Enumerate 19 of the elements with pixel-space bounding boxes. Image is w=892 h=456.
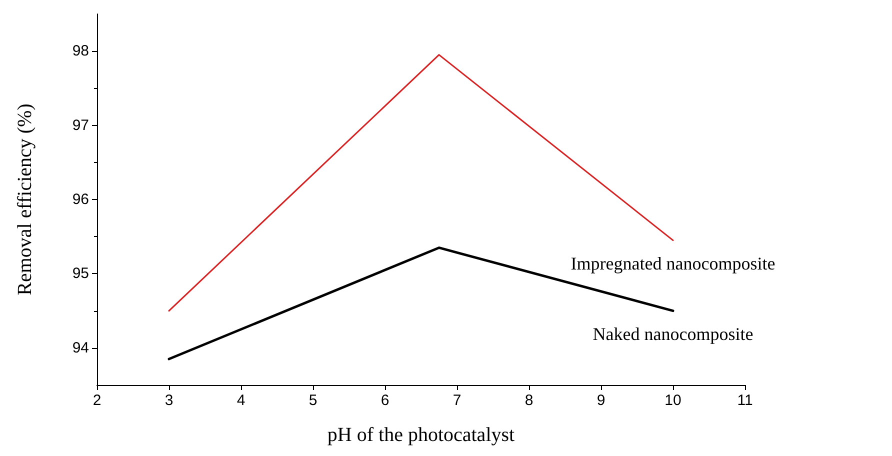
y-tick-label: 95: [72, 265, 89, 282]
x-tick-label: 2: [92, 392, 102, 409]
y-tick-label: 96: [72, 191, 89, 208]
y-tick-label: 97: [72, 116, 89, 134]
x-tick-label: 5: [308, 392, 318, 409]
x-tick-label: 3: [164, 392, 174, 409]
x-tick-label: 8: [524, 392, 534, 409]
x-tick-label: 4: [236, 392, 246, 409]
series-label: Naked nanocomposite: [592, 324, 754, 344]
x-tick-label: 7: [452, 392, 462, 409]
x-axis-title: pH of the photocatalyst: [327, 424, 516, 446]
series-label: Impregnated nanocomposite: [570, 253, 776, 274]
x-tick-label: 10: [664, 392, 682, 409]
x-tick-label: 11: [737, 392, 753, 409]
y-tick-label: 94: [72, 339, 89, 356]
x-tick-label: 9: [596, 392, 606, 409]
y-axis-title: Removal efficiency (%): [14, 104, 36, 296]
y-tick-label: 98: [72, 42, 89, 60]
x-tick-label: 6: [380, 392, 390, 409]
